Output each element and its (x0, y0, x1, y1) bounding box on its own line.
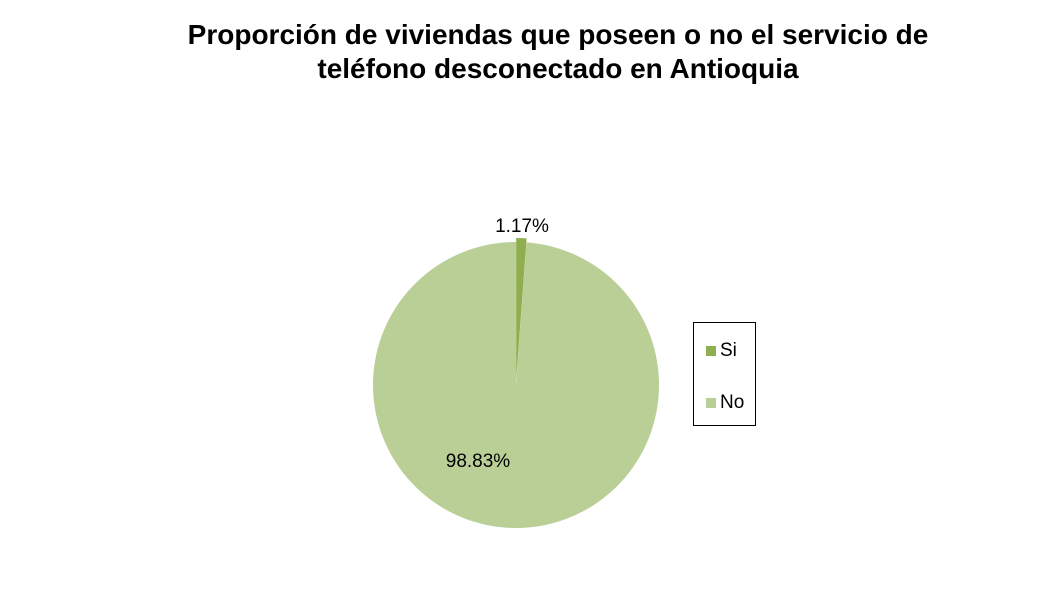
chart-legend: Si No (693, 322, 756, 426)
legend-item-si: Si (706, 340, 737, 362)
chart-title-line-1: Proporción de viviendas que poseen o no … (187, 19, 929, 50)
pie-slice-si (516, 238, 527, 382)
legend-label-no: No (720, 392, 745, 413)
data-label-no: 98.83% (446, 451, 511, 472)
pie-data-labels: 1.17% 98.83% (446, 216, 549, 472)
legend-label-si: Si (720, 340, 737, 361)
chart-title: Proporción de viviendas que poseen o no … (0, 18, 1050, 86)
pie-slice-no (372, 242, 659, 528)
chart-title-line-2: teléfono desconectado en Antioquia (317, 53, 799, 84)
legend-item-no: No (706, 392, 744, 414)
legend-swatch-si (706, 346, 716, 356)
pie-slices (372, 238, 659, 528)
data-label-si: 1.17% (495, 216, 549, 237)
legend-swatch-no (706, 398, 716, 408)
